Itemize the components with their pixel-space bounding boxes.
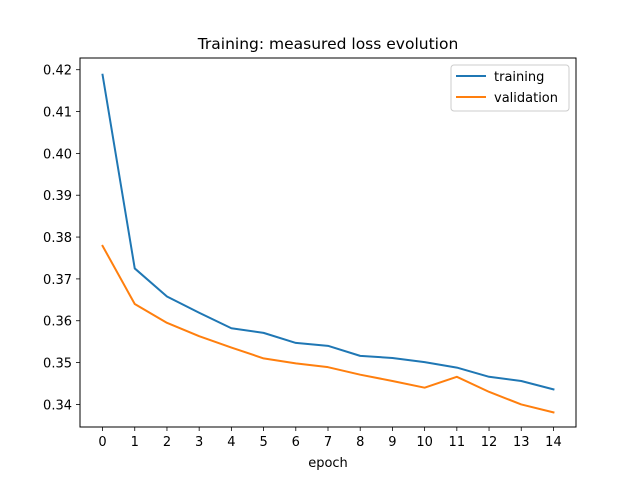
x-tick-label: 11 [449,435,466,450]
data-point-validation-0 [102,245,104,247]
data-point-validation-13 [520,403,522,405]
y-axis: 0.34 0.35 0.36 0.37 0.38 0.39 0.40 0.41 0.42 [43,64,80,413]
data-point-training-14 [552,388,554,390]
legend-label-validation: validation [494,91,558,106]
x-tick-label: 10 [416,435,433,450]
data-point-training-1 [134,267,136,269]
x-tick-label: 8 [356,435,364,450]
series-line-validation [101,244,555,414]
x-tick-label: 7 [324,435,332,450]
data-point-validation-8 [359,374,361,376]
data-point-validation-3 [198,335,200,337]
data-point-validation-12 [488,391,490,393]
data-point-validation-2 [166,322,168,324]
data-point-validation-11 [456,376,458,378]
data-point-validation-7 [327,366,329,368]
y-tick-label: 0.41 [43,106,72,121]
data-point-training-11 [456,367,458,369]
legend: training validation [450,64,570,112]
y-tick-label: 0.37 [43,273,72,288]
data-point-validation-5 [263,357,265,359]
data-point-training-5 [263,332,265,334]
legend-label-training: training [494,70,544,85]
data-point-validation-10 [424,387,426,389]
data-point-training-13 [520,380,522,382]
x-tick-label: 4 [227,435,235,450]
y-tick-label: 0.35 [43,357,72,372]
y-tick-label: 0.40 [43,147,72,162]
data-point-validation-9 [391,380,393,382]
x-tick-label: 6 [292,435,300,450]
chart-title: Training: measured loss evolution [197,35,459,53]
y-tick-label: 0.34 [43,398,72,413]
data-point-training-2 [166,295,168,297]
series-line-training [101,73,555,391]
x-axis-label: epoch [308,456,348,471]
y-tick-label: 0.36 [43,315,72,330]
data-point-training-4 [230,327,232,329]
x-tick-label: 1 [131,435,139,450]
x-tick-label: 14 [545,435,562,450]
x-tick-label: 0 [98,435,106,450]
y-tick-label: 0.42 [43,64,72,79]
data-point-validation-14 [552,411,554,413]
data-point-training-7 [327,345,329,347]
data-point-training-8 [359,355,361,357]
plot-lines [101,73,555,414]
data-point-training-6 [295,342,297,344]
x-tick-label: 2 [163,435,171,450]
x-axis: 0 1 2 3 4 5 6 7 8 9 10 11 12 13 14 [98,427,562,450]
data-point-training-0 [102,74,104,76]
data-point-training-3 [198,312,200,314]
data-point-training-12 [488,376,490,378]
data-point-validation-6 [295,362,297,364]
y-tick-label: 0.38 [43,231,72,246]
data-point-validation-1 [134,303,136,305]
data-point-training-10 [424,361,426,363]
x-tick-label: 12 [481,435,498,450]
x-tick-label: 13 [513,435,530,450]
x-tick-label: 9 [388,435,396,450]
x-tick-label: 3 [195,435,203,450]
data-point-training-9 [391,357,393,359]
x-tick-label: 5 [259,435,267,450]
y-tick-label: 0.39 [43,189,72,204]
data-point-validation-4 [230,347,232,349]
